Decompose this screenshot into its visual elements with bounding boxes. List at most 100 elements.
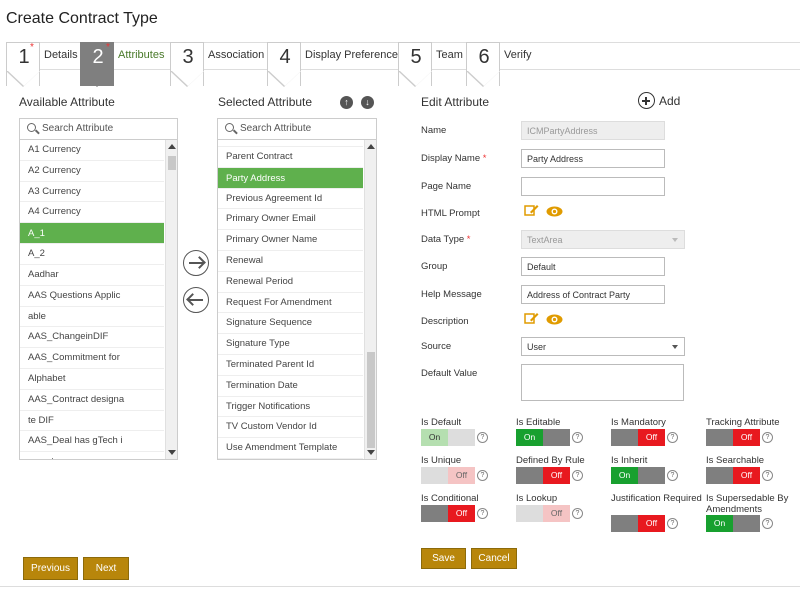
- add-label: Add: [659, 94, 681, 108]
- list-item[interactable]: Aadhar: [20, 265, 164, 286]
- page-name-field[interactable]: [521, 177, 665, 196]
- list-item[interactable]: Parent Contract: [218, 147, 363, 168]
- list-item[interactable]: able: [20, 307, 164, 328]
- scroll-thumb[interactable]: [168, 156, 176, 170]
- list-item[interactable]: Primary Owner Email: [218, 209, 363, 231]
- list-item[interactable]: Termination Date: [218, 376, 363, 397]
- help-message-field[interactable]: Address of Contract Party: [521, 285, 665, 304]
- source-select[interactable]: User: [521, 337, 685, 356]
- list-item[interactable]: AAS_Commitment for: [20, 348, 164, 369]
- arrow-right-icon: [189, 262, 203, 264]
- list-item[interactable]: Request For Amendment: [218, 293, 363, 314]
- list-item[interactable]: AAS Questions Applic: [20, 286, 164, 307]
- cancel-button[interactable]: Cancel: [471, 548, 517, 569]
- arrow-left-icon: [189, 299, 203, 301]
- group-label: Group: [421, 261, 448, 272]
- list-item[interactable]: TV Custom Vendor Id: [218, 417, 363, 439]
- move-right-button[interactable]: [183, 250, 209, 276]
- list-item[interactable]: mpact: [20, 452, 164, 459]
- name-field: ICMPartyAddress: [521, 121, 665, 140]
- move-down-button[interactable]: ↓: [361, 96, 374, 109]
- add-button[interactable]: Add: [638, 92, 688, 110]
- toggle-switch[interactable]: Off: [611, 515, 665, 532]
- display-name-field[interactable]: Party Address: [521, 149, 665, 168]
- help-icon[interactable]: ?: [572, 470, 583, 481]
- selected-attribute-list[interactable]: Search Attribute Number of Third Parties…: [217, 118, 377, 460]
- scroll-down-icon[interactable]: [168, 450, 176, 455]
- toggle-segment: [516, 467, 543, 484]
- previous-button[interactable]: Previous: [23, 557, 78, 580]
- list-item[interactable]: AAS_ChangeinDIF: [20, 327, 164, 349]
- help-icon[interactable]: ?: [477, 508, 488, 519]
- list-item[interactable]: A3 Currency: [20, 182, 164, 203]
- list-item[interactable]: AAS_Contract designa: [20, 390, 164, 411]
- list-item[interactable]: Alphabet: [20, 369, 164, 390]
- list-item[interactable]: te DIF: [20, 411, 164, 432]
- scroll-up-icon[interactable]: [168, 144, 176, 149]
- move-up-button[interactable]: ↑: [340, 96, 353, 109]
- help-icon[interactable]: ?: [572, 432, 583, 443]
- toggle-segment: [733, 515, 760, 532]
- available-attribute-list[interactable]: Search Attribute A1 Currency A2 Currency A…: [19, 118, 178, 460]
- list-item[interactable]: Signature Sequence: [218, 313, 363, 335]
- list-item[interactable]: Previous Agreement Id: [218, 189, 363, 210]
- help-icon[interactable]: ?: [667, 432, 678, 443]
- list-item[interactable]: A1 Currency: [20, 140, 164, 161]
- page-title: Create Contract Type: [6, 10, 158, 27]
- default-value-textarea[interactable]: [521, 364, 684, 401]
- toggle-switch[interactable]: Off: [706, 467, 760, 484]
- toggle-switch[interactable]: Off: [421, 505, 475, 522]
- wizard-steps: 1 * Details 2 * Attributes 3 Association…: [6, 42, 800, 90]
- group-field[interactable]: Default: [521, 257, 665, 276]
- toggle-label: Is Unique: [421, 455, 462, 466]
- list-item[interactable]: Primary Owner Name: [218, 230, 363, 251]
- help-icon[interactable]: ?: [762, 518, 773, 529]
- help-icon[interactable]: ?: [762, 432, 773, 443]
- list-item[interactable]: Trigger Notifications: [218, 397, 363, 418]
- toggle-switch[interactable]: Off: [706, 429, 760, 446]
- help-icon[interactable]: ?: [667, 470, 678, 481]
- edit-icon[interactable]: [524, 204, 539, 217]
- preview-eye-icon[interactable]: [546, 206, 563, 217]
- search-placeholder: Search Attribute: [42, 123, 114, 134]
- list-item[interactable]: Signature Type: [218, 334, 363, 355]
- preview-eye-icon[interactable]: [546, 314, 563, 325]
- list-item[interactable]: AAS_Deal has gTech i: [20, 431, 164, 453]
- help-icon[interactable]: ?: [477, 432, 488, 443]
- edit-attribute-heading: Edit Attribute: [421, 95, 490, 109]
- toggle-switch[interactable]: On: [706, 515, 760, 532]
- list-item[interactable]: A_2: [20, 244, 164, 265]
- help-message-label: Help Message: [421, 289, 482, 300]
- list-item[interactable]: Use Amendment Template: [218, 438, 363, 459]
- list-item[interactable]: A2 Currency: [20, 161, 164, 182]
- list-item[interactable]: A4 Currency: [20, 202, 164, 224]
- list-item[interactable]: Renewal Period: [218, 272, 363, 293]
- toggle-switch: Off: [516, 505, 570, 522]
- selected-scrollbar[interactable]: [364, 140, 376, 459]
- scroll-up-icon[interactable]: [367, 144, 375, 149]
- scroll-down-icon[interactable]: [367, 450, 375, 455]
- available-search-input[interactable]: Search Attribute: [20, 119, 177, 140]
- list-item[interactable]: Renewal: [218, 251, 363, 272]
- edit-icon[interactable]: [524, 312, 539, 325]
- list-item[interactable]: Party Address: [218, 167, 363, 189]
- toggle-segment: On: [421, 429, 448, 446]
- help-icon[interactable]: ?: [477, 470, 488, 481]
- help-icon[interactable]: ?: [667, 518, 678, 529]
- toggle-segment: Off: [448, 467, 475, 484]
- toggle-switch[interactable]: Off: [516, 467, 570, 484]
- list-item[interactable]: A_1: [20, 223, 164, 245]
- move-left-button[interactable]: [183, 287, 209, 313]
- available-scrollbar[interactable]: [165, 140, 177, 459]
- toggle-switch[interactable]: Off: [611, 429, 665, 446]
- next-button[interactable]: Next: [83, 557, 129, 580]
- help-icon[interactable]: ?: [762, 470, 773, 481]
- scroll-thumb[interactable]: [367, 352, 375, 448]
- toggle-switch[interactable]: On: [516, 429, 570, 446]
- save-button[interactable]: Save: [421, 548, 466, 569]
- toggle-switch[interactable]: On: [611, 467, 665, 484]
- list-item[interactable]: Terminated Parent Id: [218, 355, 363, 376]
- help-icon[interactable]: ?: [572, 508, 583, 519]
- list-item[interactable]: Number of Third Parties: [218, 140, 363, 147]
- selected-search-input[interactable]: Search Attribute: [218, 119, 376, 140]
